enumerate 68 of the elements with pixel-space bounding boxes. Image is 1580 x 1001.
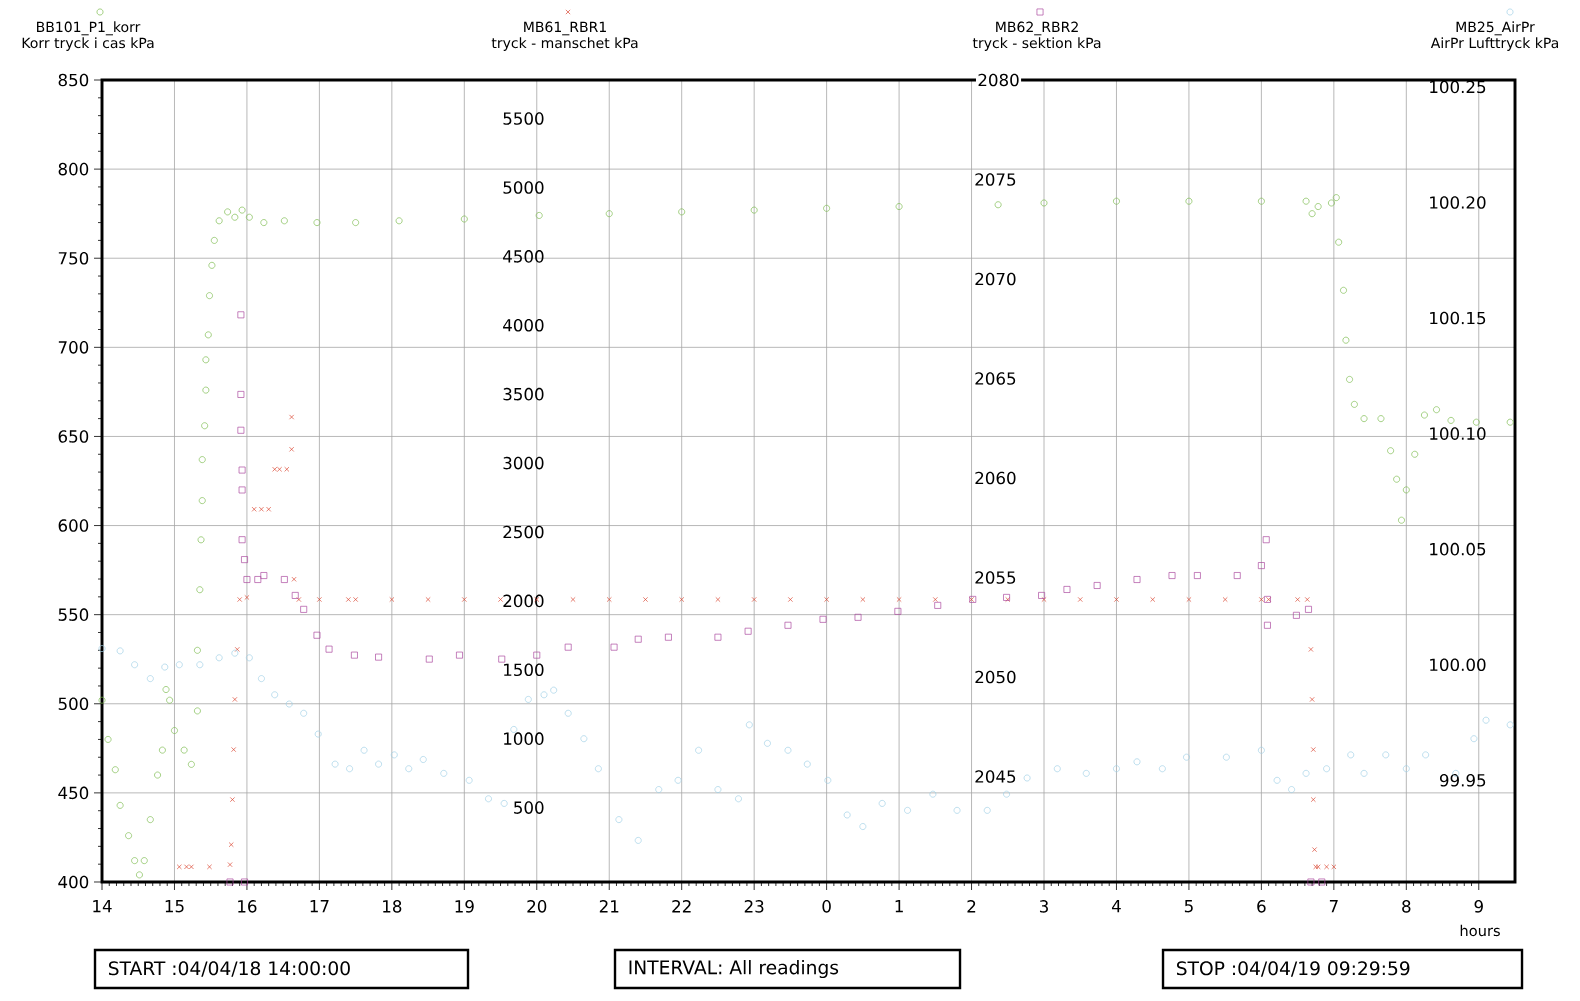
x-tick-label: 7	[1329, 900, 1338, 913]
y2-tick-label: 2500	[503, 525, 544, 539]
text: STOP :04/04/19 09:29:59	[1176, 961, 1410, 977]
y-tick-label: 450	[58, 786, 89, 800]
y2-tick-label: 1000	[504, 732, 544, 745]
y-tick-label: 850	[58, 73, 89, 87]
y3-axis-title: tryck - sektion kPa	[972, 37, 1101, 51]
y-tick-label: 100.25	[1430, 80, 1486, 94]
x-tick-label: 8	[1402, 900, 1411, 913]
x-tick-label: 2	[967, 900, 976, 913]
y-tick-label: 100.00	[1430, 658, 1486, 672]
y-tick-label: 100.20	[1430, 196, 1486, 209]
y3-tick-label: 2075	[975, 173, 1016, 186]
y-tick-label: 600	[58, 519, 89, 532]
y-tick-label: 100.15	[1430, 311, 1486, 325]
y-tick-label: 500	[58, 697, 89, 711]
y3-tick-label: 2070	[975, 272, 1016, 286]
y2-tick-label: 1500	[504, 663, 544, 677]
y-tick-label: 550	[58, 608, 89, 621]
y-tick-label: 800	[58, 162, 89, 176]
legend-label: BB101_P1_korr	[37, 21, 141, 36]
x-tick-label: 20	[527, 900, 547, 913]
x-tick-label: 9	[1474, 900, 1483, 913]
x-tick-label: 23	[744, 900, 764, 913]
y-tick-label: 650	[58, 430, 89, 443]
y3-tick-label: 2050	[975, 670, 1016, 684]
x-tick-label: 3	[1039, 900, 1048, 913]
y2-axis-title: tryck - manschet kPa	[491, 37, 638, 51]
y-tick-label: 400	[58, 875, 89, 889]
x-tick-label: 17	[310, 900, 329, 913]
y2-tick-label: 3500	[503, 387, 544, 401]
y2-tick-label: 5500	[503, 112, 544, 125]
x-tick-label: 21	[599, 900, 619, 913]
y-tick-label: 750	[58, 251, 89, 265]
legend-label: MB25_AirPr	[1456, 21, 1535, 36]
x-tick-label: 0	[822, 900, 831, 913]
y2-tick-label: 2000	[503, 594, 544, 608]
y-tick-label: 100.10	[1430, 427, 1486, 440]
y-axis-title: AirPr Lufttryck kPa	[1430, 37, 1558, 51]
y3-tick-label: 2045	[975, 770, 1016, 783]
x-tick-label: 1	[895, 900, 903, 913]
y2-tick-label: 5000	[503, 181, 544, 194]
y2-tick-label: 4000	[503, 318, 544, 332]
x-tick-label: 14	[93, 900, 112, 913]
x-tick-label: 5	[1184, 900, 1193, 913]
x-tick-label: 6	[1257, 900, 1266, 913]
y3-tick-label: 2080	[978, 73, 1019, 87]
x-axis-title: hours	[1460, 924, 1500, 937]
x-tick-label: 15	[165, 900, 184, 913]
legend-label: MB61_RBR1	[524, 21, 606, 36]
y-axis-title: Korr tryck i cas kPa	[22, 37, 154, 51]
x-tick-label: 4	[1111, 900, 1121, 913]
y-tick-label: 99.95	[1439, 773, 1486, 787]
x-tick-label: 22	[672, 900, 691, 913]
y2-tick-label: 4500	[503, 250, 544, 263]
x-tick-label: 18	[383, 900, 402, 913]
x-tick-label: 16	[238, 900, 257, 913]
text: INTERVAL: All readings	[629, 959, 839, 979]
y3-tick-label: 2060	[975, 471, 1016, 485]
y-tick-label: 700	[58, 341, 89, 354]
legend-label: MB62_RBR2	[996, 21, 1078, 36]
y3-tick-label: 2055	[975, 571, 1016, 584]
x-tick-label: 19	[455, 900, 474, 913]
y2-tick-label: 500	[514, 801, 544, 814]
y2-tick-label: 3000	[503, 456, 544, 470]
y3-tick-label: 2065	[975, 372, 1016, 385]
y-tick-label: 100.05	[1430, 542, 1486, 556]
text: START :04/04/18 14:00:00	[108, 961, 350, 977]
